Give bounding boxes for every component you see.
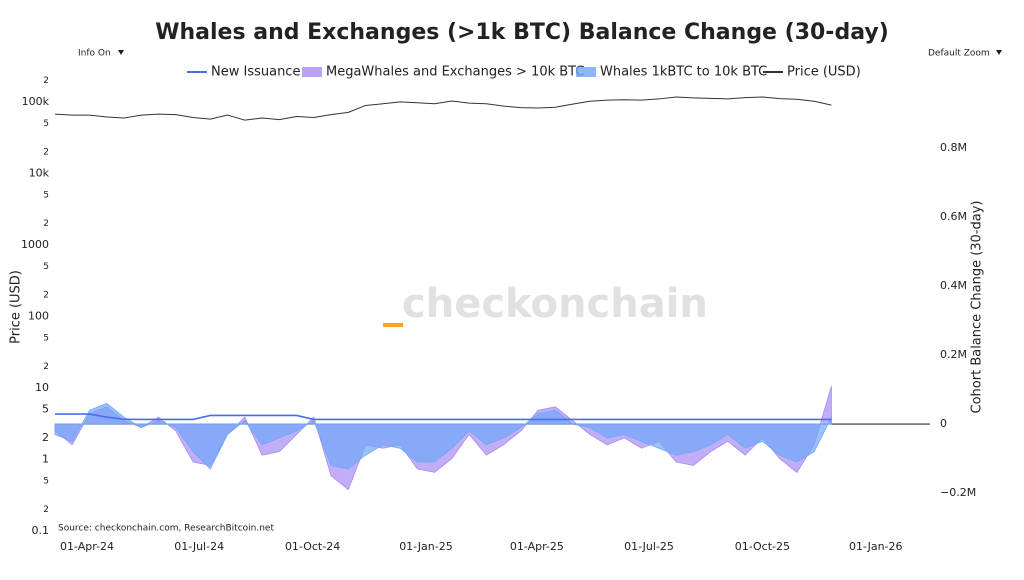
y-tick-label: 10k	[29, 167, 50, 180]
y-tick-label: 5	[43, 477, 49, 487]
line	[55, 413, 832, 421]
legend-label: MegaWhales and Exchanges > 10k BTC	[326, 65, 584, 80]
legend-label: New Issuance	[211, 65, 300, 80]
info-toggle[interactable]: Info On	[78, 49, 111, 59]
watermark-mark	[383, 323, 403, 327]
y-tick-label: 2	[43, 362, 49, 372]
y2-axis-title: Cohort Balance Change (30-day)	[970, 201, 985, 414]
area	[54, 402, 832, 470]
y-tick-label: 2	[43, 76, 49, 86]
y-tick-label: 2	[43, 291, 49, 301]
y-tick-label: 100	[28, 310, 49, 323]
y2-tick-label: −0.2M	[940, 486, 976, 499]
y-tick-label: 5	[42, 403, 49, 416]
y-tick-label: 2	[43, 505, 49, 515]
y-tick-label: 2	[42, 431, 49, 444]
y2-tick-label: 0.6M	[940, 210, 967, 223]
dropdown-arrow	[996, 50, 1002, 55]
y2-tick-label: 0	[940, 417, 947, 430]
legend-swatch	[576, 67, 596, 77]
y-tick-label: 0.1	[32, 524, 50, 537]
dropdown-arrow	[118, 50, 124, 55]
x-tick-label: 01-Jan-25	[399, 540, 453, 553]
x-tick-label: 01-Apr-25	[510, 540, 564, 553]
x-tick-label: 01-Oct-25	[735, 540, 790, 553]
y-tick-label: 2	[43, 219, 49, 229]
y-tick-label: 100k	[22, 95, 50, 108]
y2-tick-label: 0.4M	[940, 279, 967, 292]
legend-label: Whales 1kBTC to 10k BTC	[600, 65, 767, 80]
chart-title: Whales and Exchanges (>1k BTC) Balance C…	[155, 20, 889, 45]
y-tick-label: 2	[43, 148, 49, 158]
y-tick-label: 1	[42, 453, 49, 466]
x-tick-label: 01-Jul-25	[624, 540, 674, 553]
watermark: checkonchain	[402, 281, 708, 327]
x-tick-label: 01-Apr-24	[60, 540, 114, 553]
y2-tick-label: 0.8M	[940, 141, 967, 154]
legend-label: Price (USD)	[787, 65, 861, 80]
y-tick-label: 5	[43, 119, 49, 129]
y-tick-label: 5	[43, 334, 49, 344]
source: Source: checkonchain.com, ResearchBitcoi…	[58, 524, 274, 534]
zoom-toggle[interactable]: Default Zoom	[928, 49, 990, 59]
y2-tick-label: 0.2M	[940, 348, 967, 361]
x-tick-label: 01-Jan-26	[849, 540, 903, 553]
x-tick-label: 01-Jul-24	[174, 540, 224, 553]
y-tick-label: 10	[35, 381, 49, 394]
legend-swatch	[302, 67, 322, 77]
y-axis-title: Price (USD)	[9, 270, 24, 344]
y-tick-label: 5	[43, 191, 49, 201]
y-tick-label: 1000	[21, 238, 49, 251]
y-tick-label: 5	[43, 262, 49, 272]
line	[54, 96, 832, 121]
x-tick-label: 01-Oct-24	[285, 540, 340, 553]
